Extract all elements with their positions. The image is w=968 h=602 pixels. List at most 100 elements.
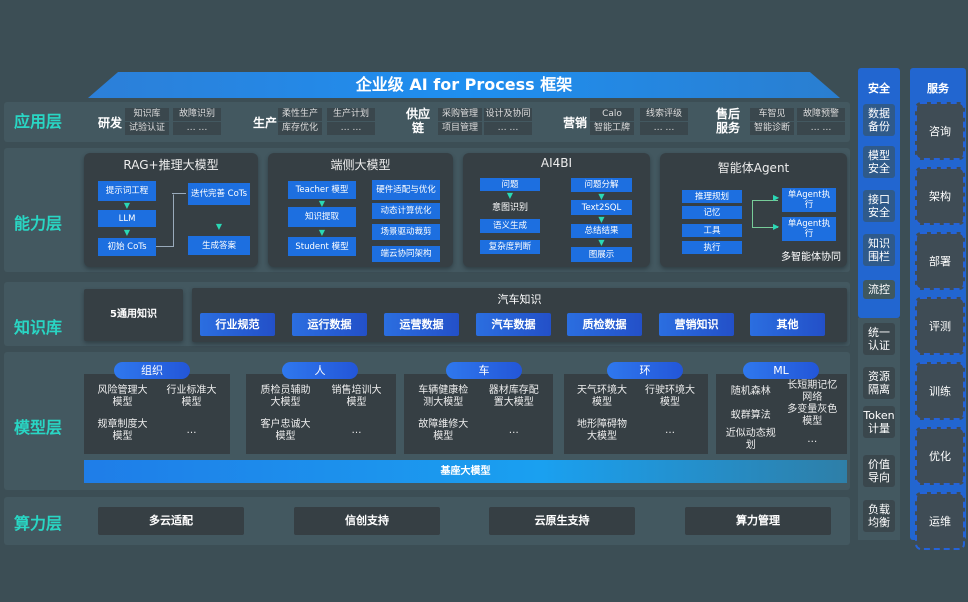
model-item: … [807,434,818,445]
edge-title: 端侧大模型 [330,158,391,172]
model-item: 客户忠诚大模型 [260,419,311,442]
arrow-down-icon: ▼ [506,191,514,200]
layer-label-app: 应用层 [13,112,62,131]
arrow-down-icon: ▼ [123,201,131,210]
ai4bi-step: 复杂度判断 [480,240,540,254]
edge-flow: 知识提取 [288,207,356,227]
knowledge-chip: 运营数据 [384,313,459,336]
app-group-label: 生产 [252,116,277,130]
connector-line [752,200,778,228]
ai4bi-step: 图展示 [571,247,632,262]
compute-item: 算力管理 [685,507,831,535]
model-category-tag: 车 [446,362,522,379]
app-item: 故障预警 [797,108,845,121]
app-item: … … [327,122,375,135]
agent-module: 工具 [682,224,742,237]
app-item: 项目管理 [438,122,482,135]
edge-feature: 动态计算优化 [372,203,440,219]
rag-step: 提示词工程 [98,181,156,201]
model-item: 随机森林 [730,386,771,397]
layer-label-compute: 算力层 [13,514,62,533]
model-item: 故障维修大模型 [418,419,469,442]
service-item: 部署 [915,232,965,290]
arrow-right-icon: ▶ [773,222,780,231]
security-item: 价值导向 [863,455,895,487]
security-title: 安全 [868,82,890,95]
arrow-down-icon: ▼ [598,215,605,224]
app-item: 智能诊断 [750,122,794,135]
model-item: 器材库存配置大模型 [488,385,539,408]
ai4bi-step: 总结结果 [571,224,632,238]
arrow-right-icon: ▶ [773,193,780,202]
model-item: 长短期记忆网络 [787,380,838,403]
model-item: 地形障碍物大模型 [577,419,627,442]
model-item: 规章制度大模型 [97,419,148,442]
service-item: 咨询 [915,102,965,160]
security-item: 负载均衡 [863,500,895,532]
model-item: … [351,425,362,436]
agent-module: 执行 [682,241,742,254]
app-item: 采购管理 [438,108,482,121]
edge-feature: 硬件适配与优化 [372,180,440,200]
layer-label-knowledge: 知识库 [13,318,62,337]
app-item: 故障识别 [173,108,221,121]
model-item: 销售培训大模型 [331,385,382,408]
arrow-down-icon: ▼ [215,222,223,231]
app-group-label: 研发 [97,116,122,130]
model-item: 蚁群算法 [730,410,771,421]
service-item: 训练 [915,362,965,420]
edge-flow: Teacher 模型 [288,181,356,199]
app-item: 设计及协同 [484,108,532,121]
app-item: 车智见 [750,108,794,121]
model-category-tag: 环 [607,362,683,379]
knowledge-chip: 质检数据 [567,313,642,336]
service-item: 运维 [915,492,965,550]
edge-feature: 场景驱动裁剪 [372,224,440,240]
agent-module: 记忆 [682,206,742,219]
edge-feature: 端云协同架构 [372,246,440,262]
compute-item: 云原生支持 [489,507,635,535]
model-item: 风险管理大模型 [97,385,148,408]
general-knowledge: 5通用知识 [84,289,183,341]
ai4bi-title: AI4BI [540,156,573,170]
model-panel: 质检员辅助大模型 销售培训大模型 客户忠诚大模型 … [246,374,396,454]
edge-flow: Student 模型 [288,237,356,256]
ai4bi-step: 意图识别 [491,203,528,213]
security-item: 模型安全 [863,146,895,178]
model-panel: 随机森林 长短期记忆网络 蚁群算法 多变量灰色模型 近似动态规划… [716,374,847,454]
knowledge-chip: 营销知识 [659,313,734,336]
model-item: 车辆健康检测大模型 [418,385,469,408]
service-item: 优化 [915,427,965,485]
model-category-tag: ML [743,362,819,379]
service-item: 评测 [915,297,965,355]
arrow-down-icon: ▼ [598,238,605,247]
rag-step: LLM [98,210,156,227]
app-item: 生产计划 [327,108,375,121]
service-title: 服务 [927,82,949,95]
model-item: … [186,425,197,436]
agent-caption: 多智能体协同 [781,252,841,263]
agent-title: 智能体Agent [717,161,790,175]
agent-executor: 单Agent执行 [782,188,836,212]
security-item: 统一认证 [863,323,895,355]
layer-label-model: 模型层 [13,418,62,437]
arrow-down-icon: ▼ [318,199,326,208]
layer-label-capability: 能力层 [13,214,62,233]
app-item: 库存优化 [278,122,322,135]
app-item: 柔性生产 [278,108,322,121]
model-panel: 天气环境大模型 行驶环境大模型 地形障碍物大模型… [564,374,708,454]
app-item: … … [484,122,532,135]
model-panel: 风险管理大模型 行业标准大模型 规章制度大模型… [84,374,230,454]
ai4bi-step: Text2SQL [571,200,632,215]
knowledge-chip: 行业规范 [200,313,275,336]
arrow-down-icon: ▼ [318,228,326,237]
agent-executor: 单Agent执行 [782,217,836,241]
app-item: … … [640,122,688,135]
model-item: 质检员辅助大模型 [260,385,311,408]
model-item: … [508,425,519,436]
security-item: 接口安全 [863,190,895,222]
service-item: 架构 [915,167,965,225]
model-category-tag: 人 [282,362,358,379]
agent-module: 推理规划 [682,190,742,203]
arrow-down-icon: ▼ [123,228,131,237]
